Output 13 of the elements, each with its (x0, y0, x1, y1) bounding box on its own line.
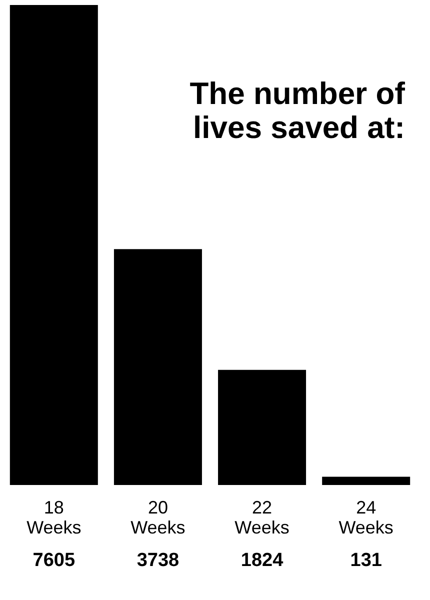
bar (218, 370, 306, 485)
bar (10, 5, 98, 485)
x-tick-label: 22 Weeks (234, 498, 290, 538)
data-label: 131 (350, 550, 382, 571)
data-label: 1824 (240, 550, 284, 571)
bar (322, 476, 410, 485)
x-tick-label: 20 Weeks (130, 498, 186, 538)
data-label: 7605 (32, 550, 76, 571)
x-tick-label: 24 Weeks (338, 498, 394, 538)
text: The number of lives saved at: (190, 76, 406, 145)
x-tick-label: 18 Weeks (26, 498, 82, 538)
data-label: 3738 (136, 550, 180, 571)
bar (114, 249, 202, 485)
